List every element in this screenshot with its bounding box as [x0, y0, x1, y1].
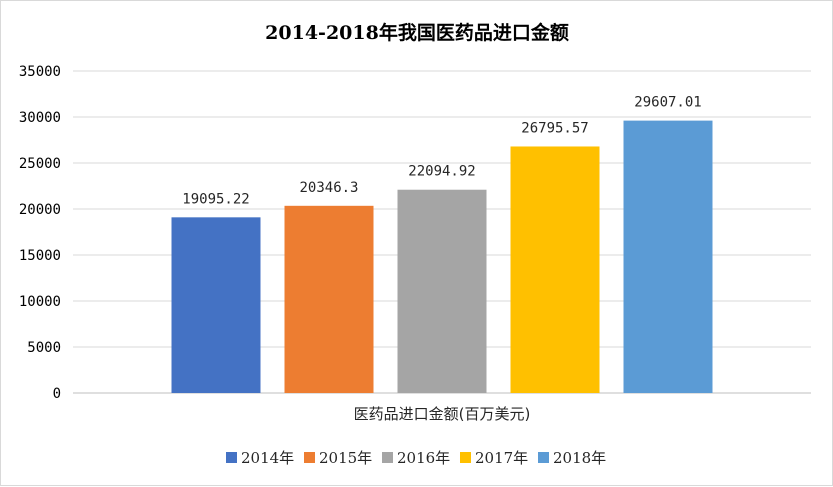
y-axis-ticks: 0 5000 10000 15000 20000 25000 30000 35000 — [19, 64, 61, 402]
y-tick-label: 10000 — [19, 294, 61, 310]
data-labels: 19095.22 20346.3 22094.92 26795.57 29607.01 — [182, 95, 701, 208]
y-tick-label: 30000 — [19, 110, 61, 126]
legend-label: 2014年 — [241, 449, 294, 467]
bar — [171, 217, 261, 393]
legend-swatch — [460, 452, 471, 463]
y-tick-label: 15000 — [19, 248, 61, 264]
legend-swatch — [382, 452, 393, 463]
data-label: 20346.3 — [299, 180, 358, 196]
data-label: 29607.01 — [634, 95, 701, 111]
legend-label: 2018年 — [553, 449, 606, 467]
legend-swatch — [538, 452, 549, 463]
legend-label: 2016年 — [397, 449, 450, 467]
y-tick-label: 20000 — [19, 202, 61, 218]
bars — [171, 120, 713, 393]
legend-item: 2017年 — [460, 449, 528, 467]
data-label: 26795.57 — [521, 120, 588, 136]
x-category-label: 医药品进口金额(百万美元) — [354, 405, 531, 423]
legend-label: 2017年 — [475, 449, 528, 467]
y-tick-label: 25000 — [19, 156, 61, 172]
bar — [510, 146, 600, 393]
legend: 2014年 2015年 2016年 2017年 2018年 — [226, 449, 606, 467]
y-tick-label: 5000 — [27, 340, 61, 356]
legend-item: 2015年 — [304, 449, 372, 467]
legend-item: 2016年 — [382, 449, 450, 467]
legend-swatch — [226, 452, 237, 463]
data-label: 22094.92 — [408, 164, 475, 180]
bar — [397, 189, 487, 393]
chart-title: 2014-2018年我国医药品进口金额 — [265, 21, 569, 44]
y-tick-label: 0 — [53, 386, 61, 402]
legend-item: 2018年 — [538, 449, 606, 467]
legend-swatch — [304, 452, 315, 463]
bar — [623, 120, 713, 393]
legend-label: 2015年 — [319, 449, 372, 467]
data-label: 19095.22 — [182, 191, 249, 207]
bar — [284, 205, 374, 393]
y-tick-label: 35000 — [19, 64, 61, 80]
legend-item: 2014年 — [226, 449, 294, 467]
